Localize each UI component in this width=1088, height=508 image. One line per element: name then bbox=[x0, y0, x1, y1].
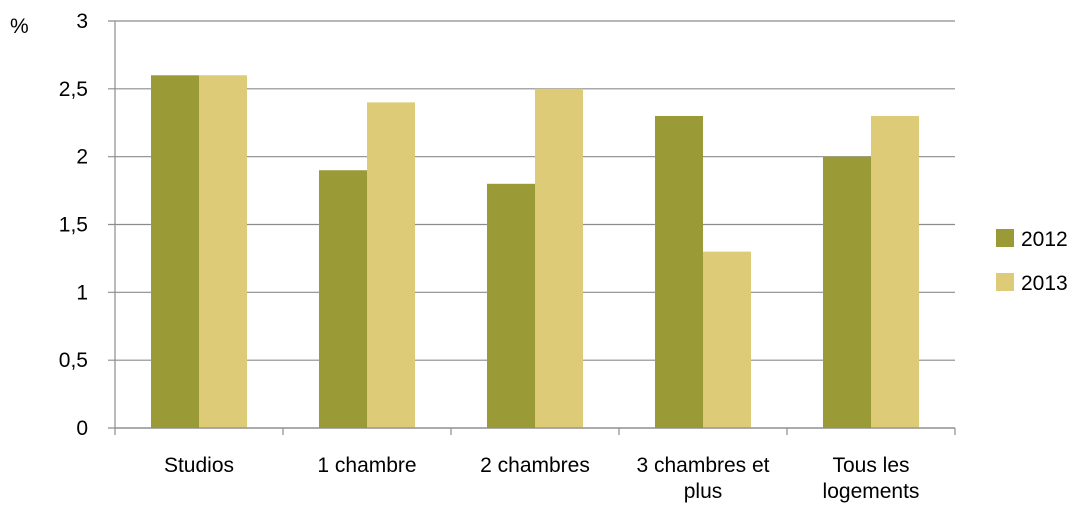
legend: 2012 2013 bbox=[996, 228, 1068, 295]
y-tick-label: 2,5 bbox=[59, 78, 88, 101]
y-tick-label: 0 bbox=[76, 417, 88, 440]
x-category-label: 2 chambres bbox=[480, 454, 590, 477]
bar-2012 bbox=[655, 115, 703, 428]
y-tick-labels: 0 0,5 1 1,5 2 2,5 3 bbox=[59, 10, 88, 440]
y-tick-label: 1,5 bbox=[59, 214, 88, 237]
legend-label-2013: 2013 bbox=[1021, 272, 1068, 295]
axes bbox=[114, 21, 956, 435]
y-tick-label: 0,5 bbox=[59, 349, 88, 372]
y-tick-label: 2 bbox=[76, 146, 88, 169]
x-category-label: Studios bbox=[164, 454, 234, 477]
bar-2012 bbox=[487, 183, 535, 428]
legend-label-2012: 2012 bbox=[1021, 228, 1068, 251]
legend-swatch-2012 bbox=[996, 229, 1014, 247]
x-category-label: Tous les logements bbox=[823, 454, 920, 503]
x-category-label: 1 chambre bbox=[317, 454, 416, 477]
bar-2013 bbox=[367, 102, 415, 429]
y-axis-unit-label: % bbox=[10, 15, 29, 38]
bar-2012 bbox=[151, 75, 199, 429]
bar-2013 bbox=[703, 251, 751, 428]
bar-2013 bbox=[871, 115, 919, 428]
legend-swatch-2013 bbox=[996, 273, 1014, 291]
y-tick-label: 1 bbox=[76, 281, 88, 304]
x-category-label: 3 chambres et plus bbox=[636, 454, 769, 503]
bar-2013 bbox=[535, 88, 583, 428]
bars bbox=[151, 75, 919, 429]
bar-2013 bbox=[199, 75, 247, 429]
bar-2012 bbox=[319, 170, 367, 428]
category-labels: Studios 1 chambre 2 chambres 3 chambres et p… bbox=[164, 454, 919, 503]
bar-2012 bbox=[823, 156, 871, 428]
y-tick-label: 3 bbox=[76, 10, 88, 33]
